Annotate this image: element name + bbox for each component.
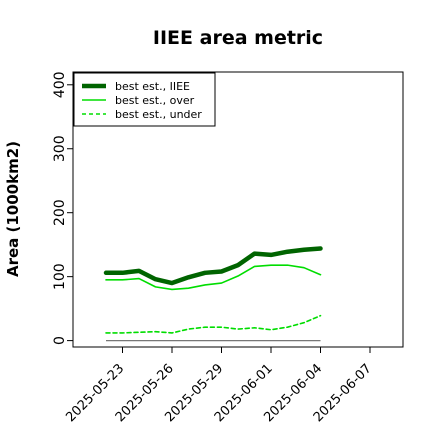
- chart-title: IIEE area metric: [153, 27, 323, 49]
- series-line-1: [105, 264, 322, 291]
- y-tick-label: 200: [52, 199, 68, 226]
- y-tick-label: 0: [52, 336, 68, 345]
- y-tick-label: 100: [52, 263, 68, 290]
- legend-label-2: best est., under: [115, 108, 202, 121]
- legend-label-0: best est., IIEE: [115, 80, 190, 93]
- y-tick-label: 300: [52, 135, 68, 162]
- series-line-0: [103, 246, 323, 286]
- legend-label-1: best est., over: [115, 94, 195, 107]
- y-axis-label: Area (1000km2): [4, 141, 22, 277]
- series-line-2: [105, 314, 322, 334]
- plot-frame: [72, 71, 404, 348]
- plot-area: [103, 246, 323, 342]
- y-tick-label: 400: [52, 71, 68, 98]
